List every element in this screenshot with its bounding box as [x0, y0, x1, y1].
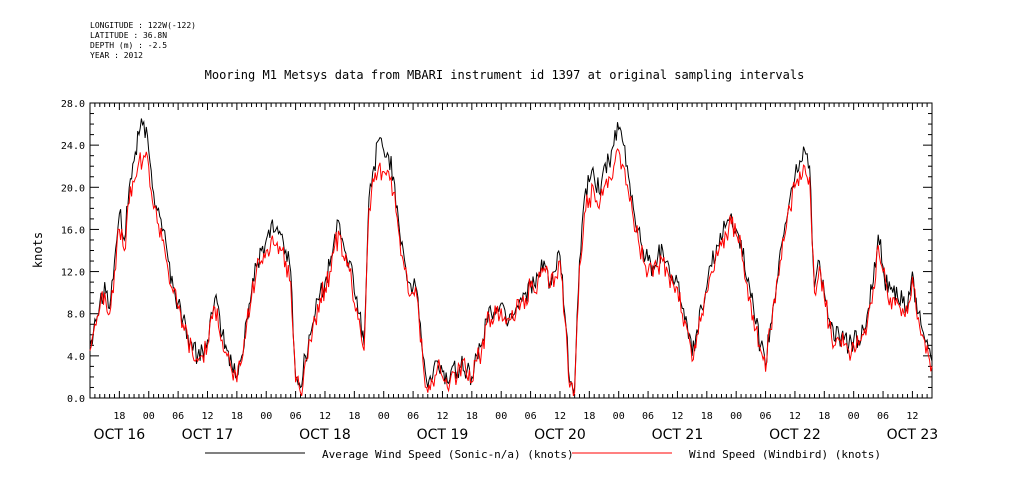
series-line-sonic	[89, 118, 933, 394]
x-hour-label: 00	[260, 411, 272, 422]
y-tick-label: 24.0	[61, 141, 85, 152]
x-date-label: OCT 19	[417, 427, 469, 443]
y-tick-label: 16.0	[61, 225, 85, 236]
x-date-label: OCT 18	[299, 427, 351, 443]
longitude-label: LONGITUDE : 122W(-122)	[90, 21, 196, 30]
x-hour-label: 06	[877, 411, 889, 422]
x-date-label: OCT 16	[94, 427, 146, 443]
x-hour-label: 00	[613, 411, 625, 422]
x-hour-label: 18	[818, 411, 830, 422]
x-hour-label: 06	[407, 411, 419, 422]
x-date-label: OCT 23	[887, 427, 939, 443]
y-tick-label: 28.0	[61, 99, 85, 110]
x-hour-label: 18	[113, 411, 125, 422]
x-hour-label: 18	[583, 411, 595, 422]
x-hour-label: 00	[495, 411, 507, 422]
x-hour-label: 18	[701, 411, 713, 422]
x-date-label: OCT 20	[534, 427, 586, 443]
depth-label: DEPTH (m) : -2.5	[90, 41, 168, 50]
legend-label-windbird: Wind Speed (Windbird) (knots)	[689, 448, 881, 461]
x-hour-label: 12	[906, 411, 918, 422]
plot-frame	[89, 102, 933, 399]
x-hour-label: 12	[671, 411, 683, 422]
x-hour-label: 00	[848, 411, 860, 422]
x-hour-label: 06	[760, 411, 772, 422]
y-axis-label: knots	[31, 232, 45, 268]
y-tick-label: 8.0	[67, 310, 85, 321]
latitude-label: LATITUDE : 36.8N	[90, 31, 168, 40]
x-hour-label: 12	[319, 411, 331, 422]
x-hour-label: 18	[231, 411, 243, 422]
legend-label-sonic: Average Wind Speed (Sonic-n/a) (knots)	[322, 448, 574, 461]
series-line-windbird	[89, 148, 933, 397]
x-hour-label: 06	[642, 411, 654, 422]
x-hour-label: 18	[348, 411, 360, 422]
metadata-block: LONGITUDE : 122W(-122) LATITUDE : 36.8N …	[90, 21, 196, 61]
x-hour-label: 12	[789, 411, 801, 422]
y-axis: 0.0 4.0 8.0 12.0 16.0 20.0 24.0 28.0	[61, 99, 932, 405]
x-hour-label: 00	[730, 411, 742, 422]
year-label: YEAR : 2012	[90, 51, 143, 60]
x-date-label: OCT 22	[769, 427, 821, 443]
x-hour-label: 06	[290, 411, 302, 422]
x-hour-label: 18	[466, 411, 478, 422]
x-hour-label: 00	[143, 411, 155, 422]
y-tick-label: 4.0	[67, 352, 85, 363]
x-hour-label: 00	[378, 411, 390, 422]
x-date-label: OCT 21	[652, 427, 704, 443]
x-hour-label: 12	[201, 411, 213, 422]
x-hour-label: 06	[525, 411, 537, 422]
x-date-label: OCT 17	[182, 427, 234, 443]
series-lines	[89, 118, 933, 397]
y-tick-label: 20.0	[61, 183, 85, 194]
legend: Average Wind Speed (Sonic-n/a) (knots) W…	[205, 448, 881, 461]
x-hour-label: 06	[172, 411, 184, 422]
x-hour-label: 12	[554, 411, 566, 422]
y-tick-label: 12.0	[61, 268, 85, 279]
chart-title: Mooring M1 Metsys data from MBARI instru…	[204, 68, 805, 82]
y-tick-label: 0.0	[67, 394, 85, 405]
x-axis: 18 00 06 12 18 00 06 12 18 00 06 12 18 00 06 12 18 00 06 12…	[89, 103, 939, 443]
x-hour-label: 12	[436, 411, 448, 422]
